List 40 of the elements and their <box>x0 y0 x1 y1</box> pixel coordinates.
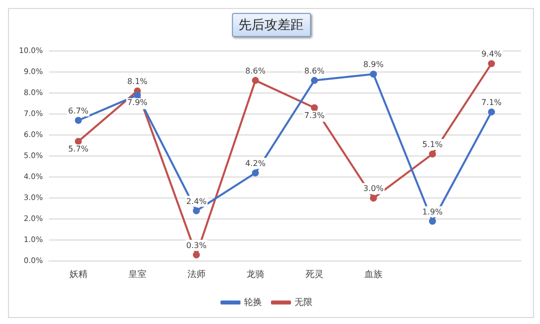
data-label: 9.4% <box>481 50 502 59</box>
point <box>488 108 495 116</box>
data-label: 8.9% <box>363 60 384 70</box>
chart-title: 先后攻差距 <box>232 13 310 37</box>
point <box>74 116 82 124</box>
x-tick-label: 血族 <box>364 268 382 280</box>
point <box>370 70 377 78</box>
data-label: 5.1% <box>422 140 444 150</box>
data-label: 7.1% <box>481 98 502 108</box>
data-label: 3.0% <box>363 184 384 194</box>
point <box>134 92 141 99</box>
data-label: 4.2% <box>245 158 266 168</box>
x-tick-label: 法师 <box>187 268 206 280</box>
data-label: 5.7% <box>68 144 89 154</box>
point <box>310 76 318 84</box>
point <box>370 194 377 202</box>
point <box>252 169 259 176</box>
x-tick-label: 死灵 <box>305 268 324 280</box>
x-tick-label: 皇室 <box>128 268 146 280</box>
data-label: 2.4% <box>186 196 207 206</box>
legend-label: 轮换 <box>244 296 262 308</box>
data-label: 8.6% <box>304 66 325 76</box>
point <box>428 218 436 225</box>
legend-label: 无限 <box>294 298 312 308</box>
point <box>310 104 318 112</box>
point <box>428 150 436 158</box>
data-label: 8.6% <box>245 66 266 76</box>
data-label: 8.1% <box>127 77 148 86</box>
point <box>192 251 200 258</box>
data-label: 6.7% <box>68 106 89 116</box>
data-label: 0.3% <box>186 240 207 250</box>
point <box>488 60 495 68</box>
data-label: 1.9% <box>422 207 444 216</box>
x-tick-label: 龙骑 <box>246 268 264 280</box>
x-tick-label: 妖精 <box>69 268 88 280</box>
point <box>74 138 82 145</box>
data-label: 7.9% <box>127 98 148 108</box>
point <box>252 76 259 84</box>
point <box>192 207 200 214</box>
data-label: 7.3% <box>304 110 325 120</box>
